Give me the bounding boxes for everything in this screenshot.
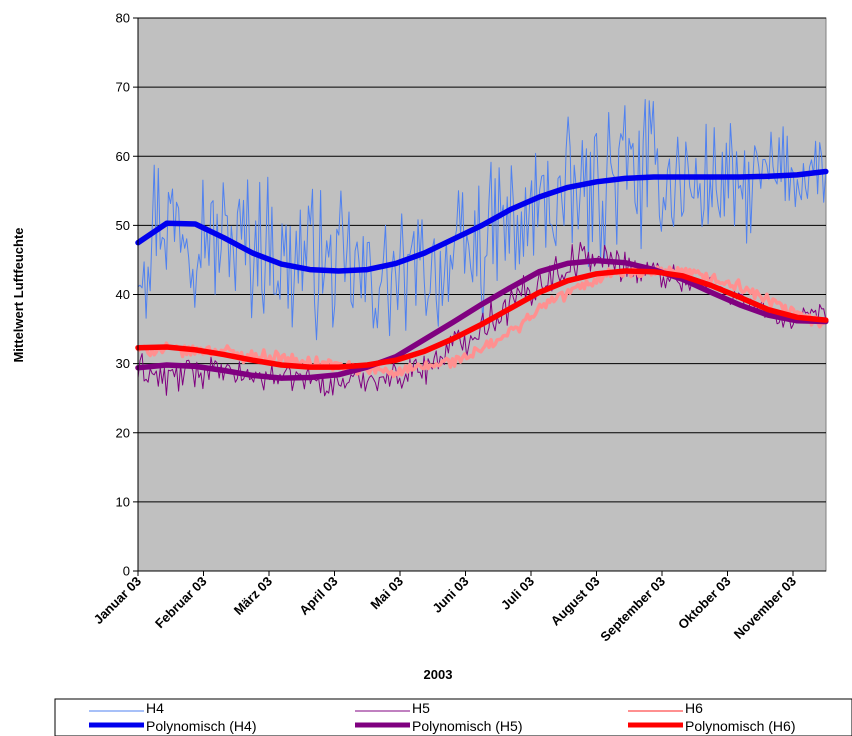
y-axis-title: Mittelwert Luftfeuchte <box>11 227 26 362</box>
legend-label-h5: H5 <box>412 700 430 716</box>
x-tick-label: November 03 <box>731 574 799 642</box>
x-tick-label: März 03 <box>231 574 275 618</box>
x-tick-label: Juli 03 <box>498 574 537 613</box>
trend-polynomisch-h6-line <box>135 268 829 370</box>
legend-label-polynomisch-h4: Polynomisch (H4) <box>146 718 256 734</box>
x-tick-label: Mai 03 <box>367 574 406 613</box>
y-tick-label: 30 <box>116 356 130 371</box>
x-tick-label: September 03 <box>597 574 668 645</box>
legend-frame <box>54 698 852 736</box>
y-tick-label: 60 <box>116 149 130 164</box>
x-tick-label: Februar 03 <box>152 574 210 632</box>
y-tick-label: 20 <box>116 425 130 440</box>
x-tick-label: Oktober 03 <box>675 574 734 633</box>
y-tick-label: 80 <box>116 11 130 26</box>
y-tick-label: 70 <box>116 80 130 95</box>
legend-label-h4: H4 <box>146 700 164 716</box>
legend-label-polynomisch-h6: Polynomisch (H6) <box>685 718 795 734</box>
x-tick-label: Januar 03 <box>91 574 145 628</box>
trend-polynomisch-h5-line <box>135 257 829 381</box>
trend-polynomisch-h4-line <box>135 168 829 274</box>
x-tick-label: Juni 03 <box>429 574 471 616</box>
y-tick-label: 10 <box>116 494 130 509</box>
y-tick-label: 50 <box>116 218 130 233</box>
x-tick-label: April 03 <box>296 574 340 618</box>
y-tick-label: 0 <box>123 564 130 579</box>
x-axis-title: 2003 <box>424 667 453 682</box>
series-h6-line <box>136 265 828 379</box>
x-tick-label: August 03 <box>548 574 603 629</box>
legend: H4 H5 H6 Polynomisch (H4) Polynomisch (H5) Po… <box>54 698 852 736</box>
y-tick-label: 40 <box>116 287 130 302</box>
legend-label-polynomisch-h5: Polynomisch (H5) <box>412 718 522 734</box>
legend-label-h6: H6 <box>685 700 703 716</box>
